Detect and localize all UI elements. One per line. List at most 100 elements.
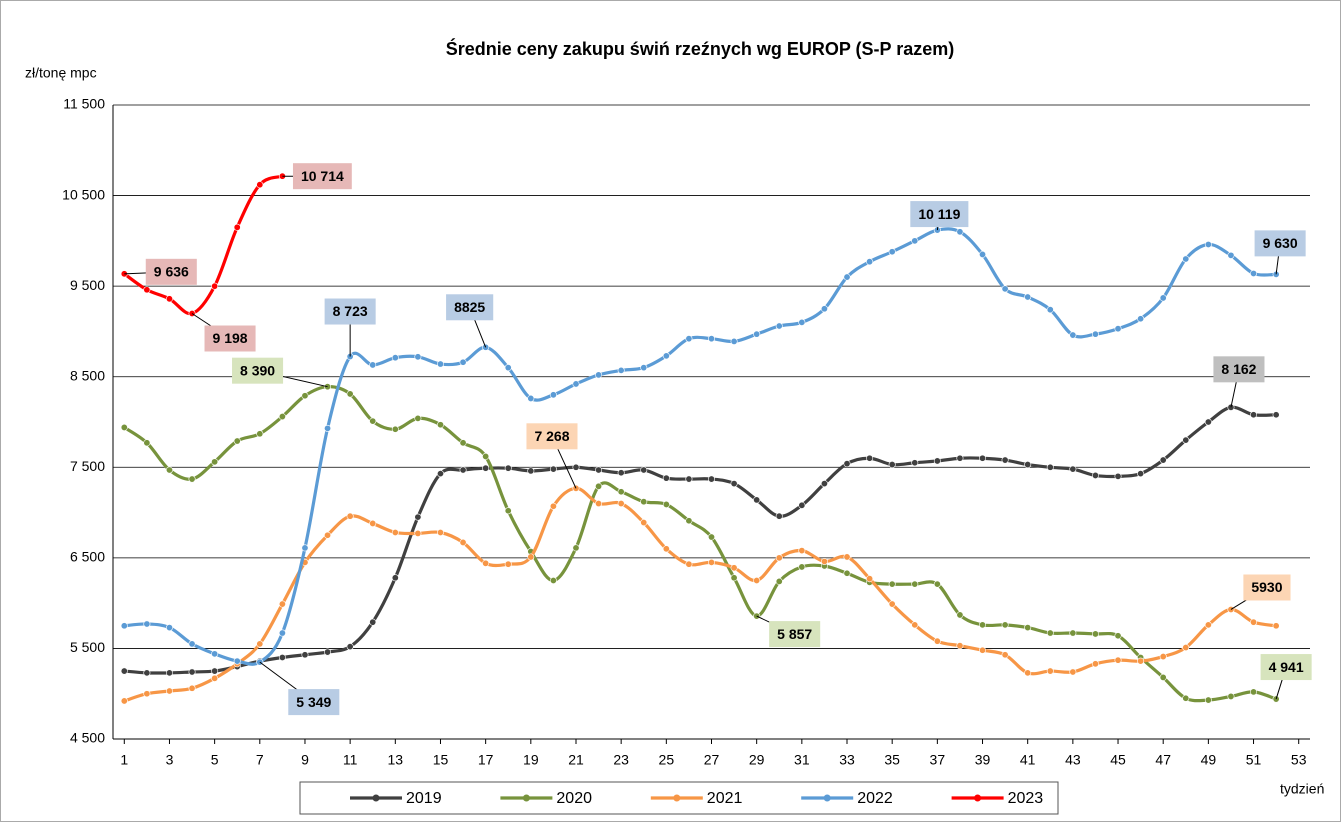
x-tick-label: 5 <box>211 752 219 768</box>
marker <box>527 394 535 402</box>
marker <box>866 454 874 462</box>
marker <box>165 295 173 303</box>
marker <box>775 512 783 520</box>
label-box <box>1213 356 1265 383</box>
marker <box>1069 465 1077 473</box>
y-tick-label: 7 500 <box>70 458 105 474</box>
marker <box>1182 436 1190 444</box>
marker <box>1114 632 1122 640</box>
marker <box>1001 285 1009 293</box>
marker <box>933 457 941 465</box>
marker <box>188 475 196 483</box>
data-labels: 8 162 8 390 5 857 4 941 7 268 5930 5 349 8 723 8… <box>124 163 1312 716</box>
x-tick-label: 53 <box>1291 752 1307 768</box>
marker <box>685 475 693 483</box>
marker <box>436 470 444 478</box>
marker <box>1091 471 1099 479</box>
marker <box>866 575 874 583</box>
y-tick-label: 11 500 <box>63 96 105 112</box>
marker <box>549 465 557 473</box>
x-tick-label: 1 <box>120 752 128 768</box>
marker <box>843 553 851 561</box>
marker <box>233 437 241 445</box>
marker <box>1046 306 1054 314</box>
marker <box>685 560 693 568</box>
marker <box>482 452 490 460</box>
marker <box>595 500 603 508</box>
marker <box>527 467 535 475</box>
legend-label: 2019 <box>406 790 442 807</box>
marker <box>1250 688 1258 696</box>
marker <box>707 335 715 343</box>
marker <box>1272 411 1280 419</box>
x-tick-label: 43 <box>1065 752 1081 768</box>
marker <box>843 273 851 281</box>
legend-label: 2021 <box>707 790 743 807</box>
marker <box>1069 331 1077 339</box>
x-tick-label: 7 <box>256 752 264 768</box>
marker <box>165 687 173 695</box>
marker <box>504 464 512 472</box>
marker <box>436 528 444 536</box>
marker <box>414 513 422 521</box>
data-label: 10 714 <box>301 168 344 184</box>
marker <box>1204 418 1212 426</box>
marker <box>120 667 128 675</box>
label-box <box>204 325 256 352</box>
marker <box>933 580 941 588</box>
marker <box>730 574 738 582</box>
marker <box>1250 411 1258 419</box>
marker <box>1137 657 1145 665</box>
marker <box>1024 293 1032 301</box>
marker <box>1091 330 1099 338</box>
marker <box>278 413 286 421</box>
x-tick-label: 3 <box>166 752 174 768</box>
marker <box>911 459 919 467</box>
marker <box>504 364 512 372</box>
marker <box>256 181 264 189</box>
marker <box>888 461 896 469</box>
marker <box>843 460 851 468</box>
marker <box>572 380 580 388</box>
plot <box>120 172 1280 705</box>
marker <box>211 674 219 682</box>
marker <box>211 667 219 675</box>
marker <box>459 358 467 366</box>
marker <box>1024 624 1032 632</box>
label-box <box>526 423 578 450</box>
data-label: 5 349 <box>296 694 331 710</box>
marker <box>820 480 828 488</box>
marker <box>414 529 422 537</box>
marker <box>278 629 286 637</box>
x-tick-label: 13 <box>388 752 404 768</box>
marker <box>1046 463 1054 471</box>
data-label: 8 162 <box>1221 361 1256 377</box>
label-box <box>232 357 284 384</box>
marker <box>1114 472 1122 480</box>
x-tick-label: 33 <box>839 752 855 768</box>
marker <box>143 286 151 294</box>
marker <box>775 322 783 330</box>
marker <box>120 622 128 630</box>
marker <box>617 500 625 508</box>
marker <box>369 618 377 626</box>
marker <box>662 545 670 553</box>
label-box <box>446 294 494 321</box>
marker <box>256 430 264 438</box>
marker <box>595 466 603 474</box>
marker <box>346 643 354 651</box>
marker <box>798 547 806 555</box>
data-label: 9 198 <box>213 330 248 346</box>
marker <box>572 463 580 471</box>
marker <box>956 611 964 619</box>
marker <box>572 544 580 552</box>
marker <box>640 498 648 506</box>
data-label: 8 723 <box>333 303 368 319</box>
legend: 2019 2020 2021 2022 2023 <box>350 790 1043 807</box>
legend-label: 2022 <box>857 790 893 807</box>
marker <box>188 640 196 648</box>
x-tick-label: 9 <box>301 752 309 768</box>
x-tick-label: 25 <box>659 752 675 768</box>
data-label: 10 119 <box>918 206 960 222</box>
legend-label: 2023 <box>1008 790 1044 807</box>
